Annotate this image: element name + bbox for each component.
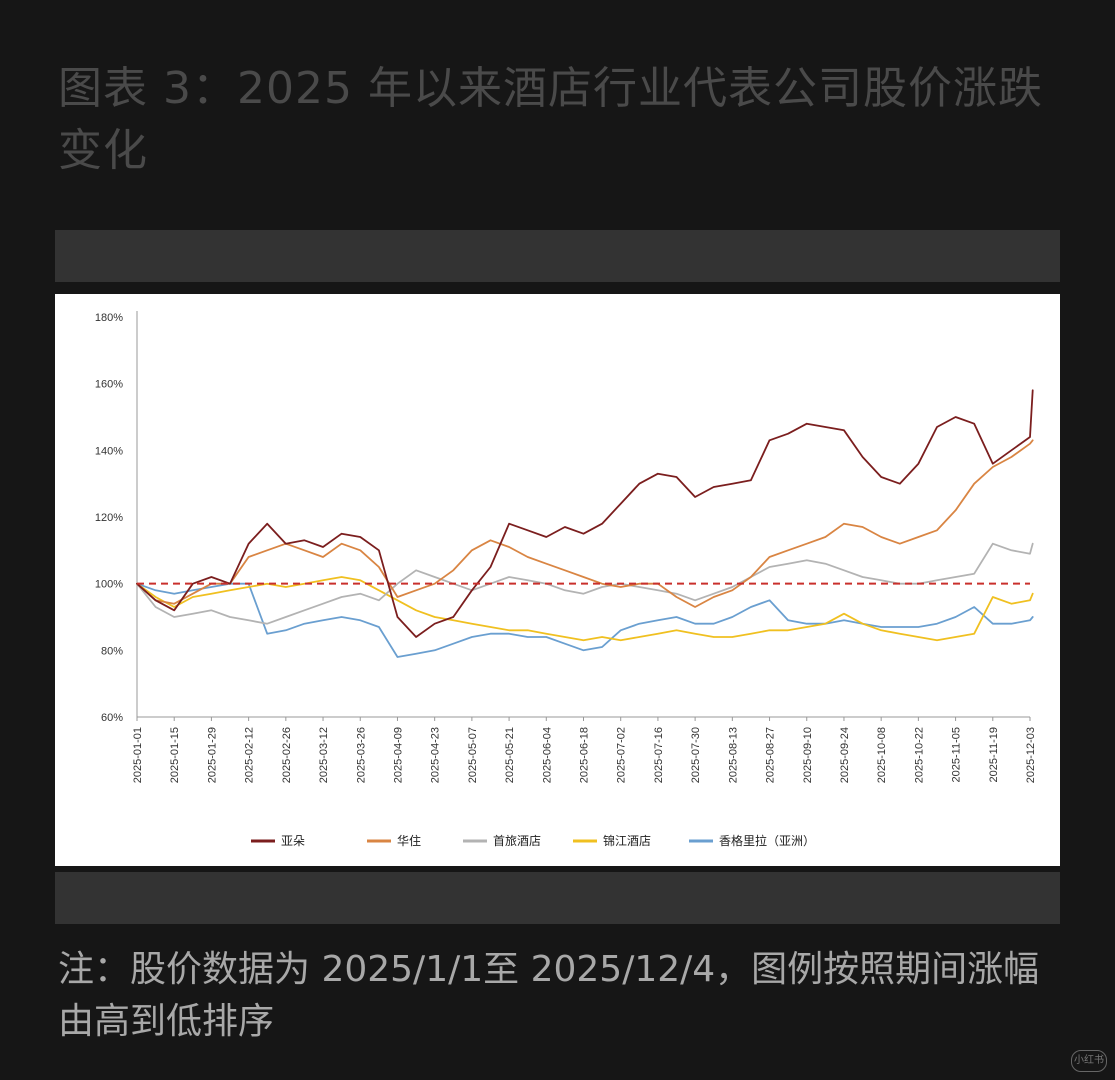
legend-label-4: 香格里拉（亚洲）	[719, 833, 815, 848]
x-tick-label-2025-05-07: 2025-05-07	[467, 727, 479, 783]
legend-label-2: 首旅酒店	[493, 834, 541, 848]
gray-band-top	[55, 230, 1060, 282]
legend-label-0: 亚朵	[281, 834, 305, 848]
x-tick-label-2025-04-23: 2025-04-23	[430, 727, 442, 783]
chart-panel: 60% 80% 100% 120% 140% 160% 180% 2025-01-01 2025…	[55, 294, 1060, 866]
x-tick-label-2025-10-08: 2025-10-08	[876, 727, 888, 783]
x-tick-label-2025-05-21: 2025-05-21	[504, 727, 516, 783]
x-tick-label-2025-02-26: 2025-02-26	[281, 727, 293, 783]
line-chart: 60% 80% 100% 120% 140% 160% 180% 2025-01-01 2025…	[95, 311, 1037, 848]
x-tick-label-2025-07-16: 2025-07-16	[653, 727, 665, 783]
x-tick-label-2025-07-30: 2025-07-30	[690, 727, 702, 783]
y-tick-label-180: 180%	[95, 312, 123, 324]
y-tick-label-120: 120%	[95, 512, 123, 524]
x-tick-label-2025-06-18: 2025-06-18	[579, 727, 591, 783]
x-tick-label-2025-01-29: 2025-01-29	[206, 727, 218, 783]
y-tick-label-140: 140%	[95, 445, 123, 457]
x-tick-label-2025-08-27: 2025-08-27	[765, 727, 777, 783]
x-tick-label-2025-07-02: 2025-07-02	[616, 727, 628, 783]
x-tick-label-2025-11-19: 2025-11-19	[988, 727, 1000, 782]
x-tick-label-2025-09-10: 2025-09-10	[802, 727, 814, 783]
series-line-4	[136, 582, 1034, 658]
x-tick-label-2025-02-12: 2025-02-12	[244, 727, 256, 783]
x-tick-label-2025-10-22: 2025-10-22	[913, 727, 925, 783]
x-tick-label-2025-04-09: 2025-04-09	[392, 727, 404, 783]
series-line-0	[136, 389, 1034, 638]
x-tick-label-2025-12-03: 2025-12-03	[1025, 727, 1037, 783]
legend-label-1: 华住	[397, 834, 421, 848]
x-tick-label-2025-06-04: 2025-06-04	[541, 727, 553, 783]
chart-footnote: 注：股价数据为 2025/1/1至 2025/12/4，图例按照期间涨幅由高到低…	[58, 949, 1040, 1042]
series-line-3	[136, 576, 1034, 642]
y-tick-label-160: 160%	[95, 379, 123, 391]
gray-band-bottom	[55, 872, 1060, 924]
series-line-1	[136, 439, 1034, 608]
y-tick-label-60: 60%	[101, 712, 123, 724]
x-tick-label-2025-03-12: 2025-03-12	[318, 727, 330, 783]
chart-title: 图表 3：2025 年以来酒店行业代表公司股价涨跌变化	[58, 63, 1043, 176]
legend-label-3: 锦江酒店	[603, 834, 651, 848]
y-tick-label-100: 100%	[95, 579, 123, 591]
y-tick-label-80: 80%	[101, 645, 123, 657]
x-tick-label-2025-01-01: 2025-01-01	[132, 727, 144, 783]
x-tick-label-2025-09-24: 2025-09-24	[839, 727, 851, 783]
x-tick-label-2025-11-05: 2025-11-05	[951, 727, 963, 782]
watermark-badge: 小红书	[1071, 1050, 1107, 1072]
x-tick-label-2025-03-26: 2025-03-26	[355, 727, 367, 783]
x-tick-label-2025-01-15: 2025-01-15	[169, 727, 181, 783]
x-tick-label-2025-08-13: 2025-08-13	[727, 727, 739, 783]
